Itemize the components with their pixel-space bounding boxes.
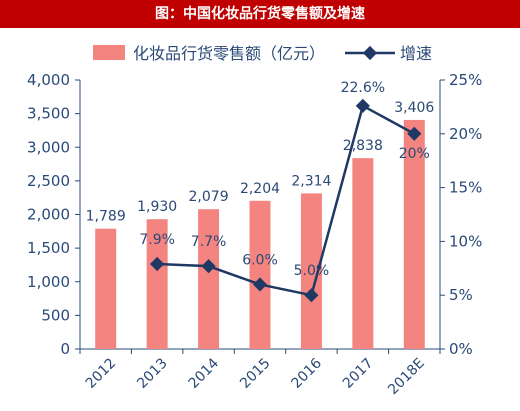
y-left-tick-label: 3,000 bbox=[27, 138, 70, 156]
bar-value-label: 3,406 bbox=[394, 100, 434, 116]
bar bbox=[146, 219, 168, 349]
growth-line bbox=[150, 98, 422, 303]
y-right-tick-label: 15% bbox=[449, 179, 482, 197]
x-tick-label: 2012 bbox=[83, 355, 120, 392]
bar-value-label: 1,789 bbox=[86, 209, 126, 225]
y-right-tick-label: 0% bbox=[449, 340, 473, 358]
chart-title: 图：中国化妆品行货零售额及增速 bbox=[0, 0, 520, 28]
bar-value-label: 2,314 bbox=[291, 173, 331, 189]
y-left-tick-label: 2,000 bbox=[27, 206, 70, 224]
bar-value-label: 2,079 bbox=[189, 189, 229, 205]
bar bbox=[95, 228, 117, 349]
growth-value-label: 6.0% bbox=[242, 252, 278, 268]
y-right-tick-label: 10% bbox=[449, 232, 482, 250]
growth-value-label: 22.6% bbox=[341, 80, 385, 96]
bar bbox=[403, 119, 425, 349]
growth-value-label: 7.9% bbox=[139, 232, 175, 248]
y-left-tick-label: 1,000 bbox=[27, 273, 70, 291]
y-left-tick-label: 2,500 bbox=[27, 172, 70, 190]
y-left-tick-label: 1,500 bbox=[27, 239, 70, 257]
y-left-tick-label: 4,000 bbox=[27, 71, 70, 89]
y-right-tick-label: 5% bbox=[449, 286, 473, 304]
y-left-tick-label: 500 bbox=[41, 306, 70, 324]
growth-value-label: 5.0% bbox=[294, 263, 330, 279]
growth-point bbox=[304, 288, 319, 303]
y-left-tick-label: 0 bbox=[60, 340, 70, 358]
y-right-tick-label: 25% bbox=[449, 71, 482, 89]
legend-bar-label: 化妆品行货零售额（亿元） bbox=[133, 44, 325, 63]
data-labels: 1,789 1,930 2,079 2,204 2,314 2,838 3,406 7.9% 7… bbox=[86, 80, 435, 279]
chart-canvas: 化妆品行货零售额（亿元） 增速 0 500 1,000 1,500 2,000 2,500… bbox=[27, 44, 482, 398]
x-tick-label: 2013 bbox=[134, 355, 171, 392]
y-right-tick-label: 20% bbox=[449, 125, 482, 143]
growth-point bbox=[355, 98, 370, 113]
x-tick-label: 2017 bbox=[340, 355, 377, 392]
legend-bar-swatch bbox=[93, 45, 125, 60]
x-tick-label: 2015 bbox=[237, 355, 274, 392]
x-tick-label: 2014 bbox=[186, 355, 223, 392]
growth-point bbox=[150, 256, 165, 272]
bar bbox=[352, 158, 374, 349]
legend-line-label: 增速 bbox=[400, 44, 432, 63]
growth-line-path bbox=[157, 103, 415, 297]
x-tick-label: 2016 bbox=[289, 355, 326, 392]
growth-point bbox=[407, 126, 422, 141]
growth-point bbox=[252, 277, 268, 292]
bar-value-label: 1,930 bbox=[137, 199, 177, 215]
growth-point bbox=[201, 259, 216, 274]
bar bbox=[198, 209, 220, 349]
bar bbox=[249, 200, 271, 349]
bar-value-label: 2,838 bbox=[343, 138, 383, 154]
legend-line-marker bbox=[362, 45, 378, 61]
growth-value-label: 20% bbox=[399, 146, 430, 162]
bar-value-label: 2,204 bbox=[240, 181, 280, 197]
bars bbox=[95, 119, 425, 349]
x-tick-label: 2018E bbox=[385, 355, 428, 398]
legend: 化妆品行货零售额（亿元） 增速 bbox=[93, 44, 432, 63]
growth-value-label: 7.7% bbox=[191, 234, 227, 250]
y-left-tick-label: 3,500 bbox=[27, 105, 70, 123]
bar bbox=[300, 193, 322, 349]
